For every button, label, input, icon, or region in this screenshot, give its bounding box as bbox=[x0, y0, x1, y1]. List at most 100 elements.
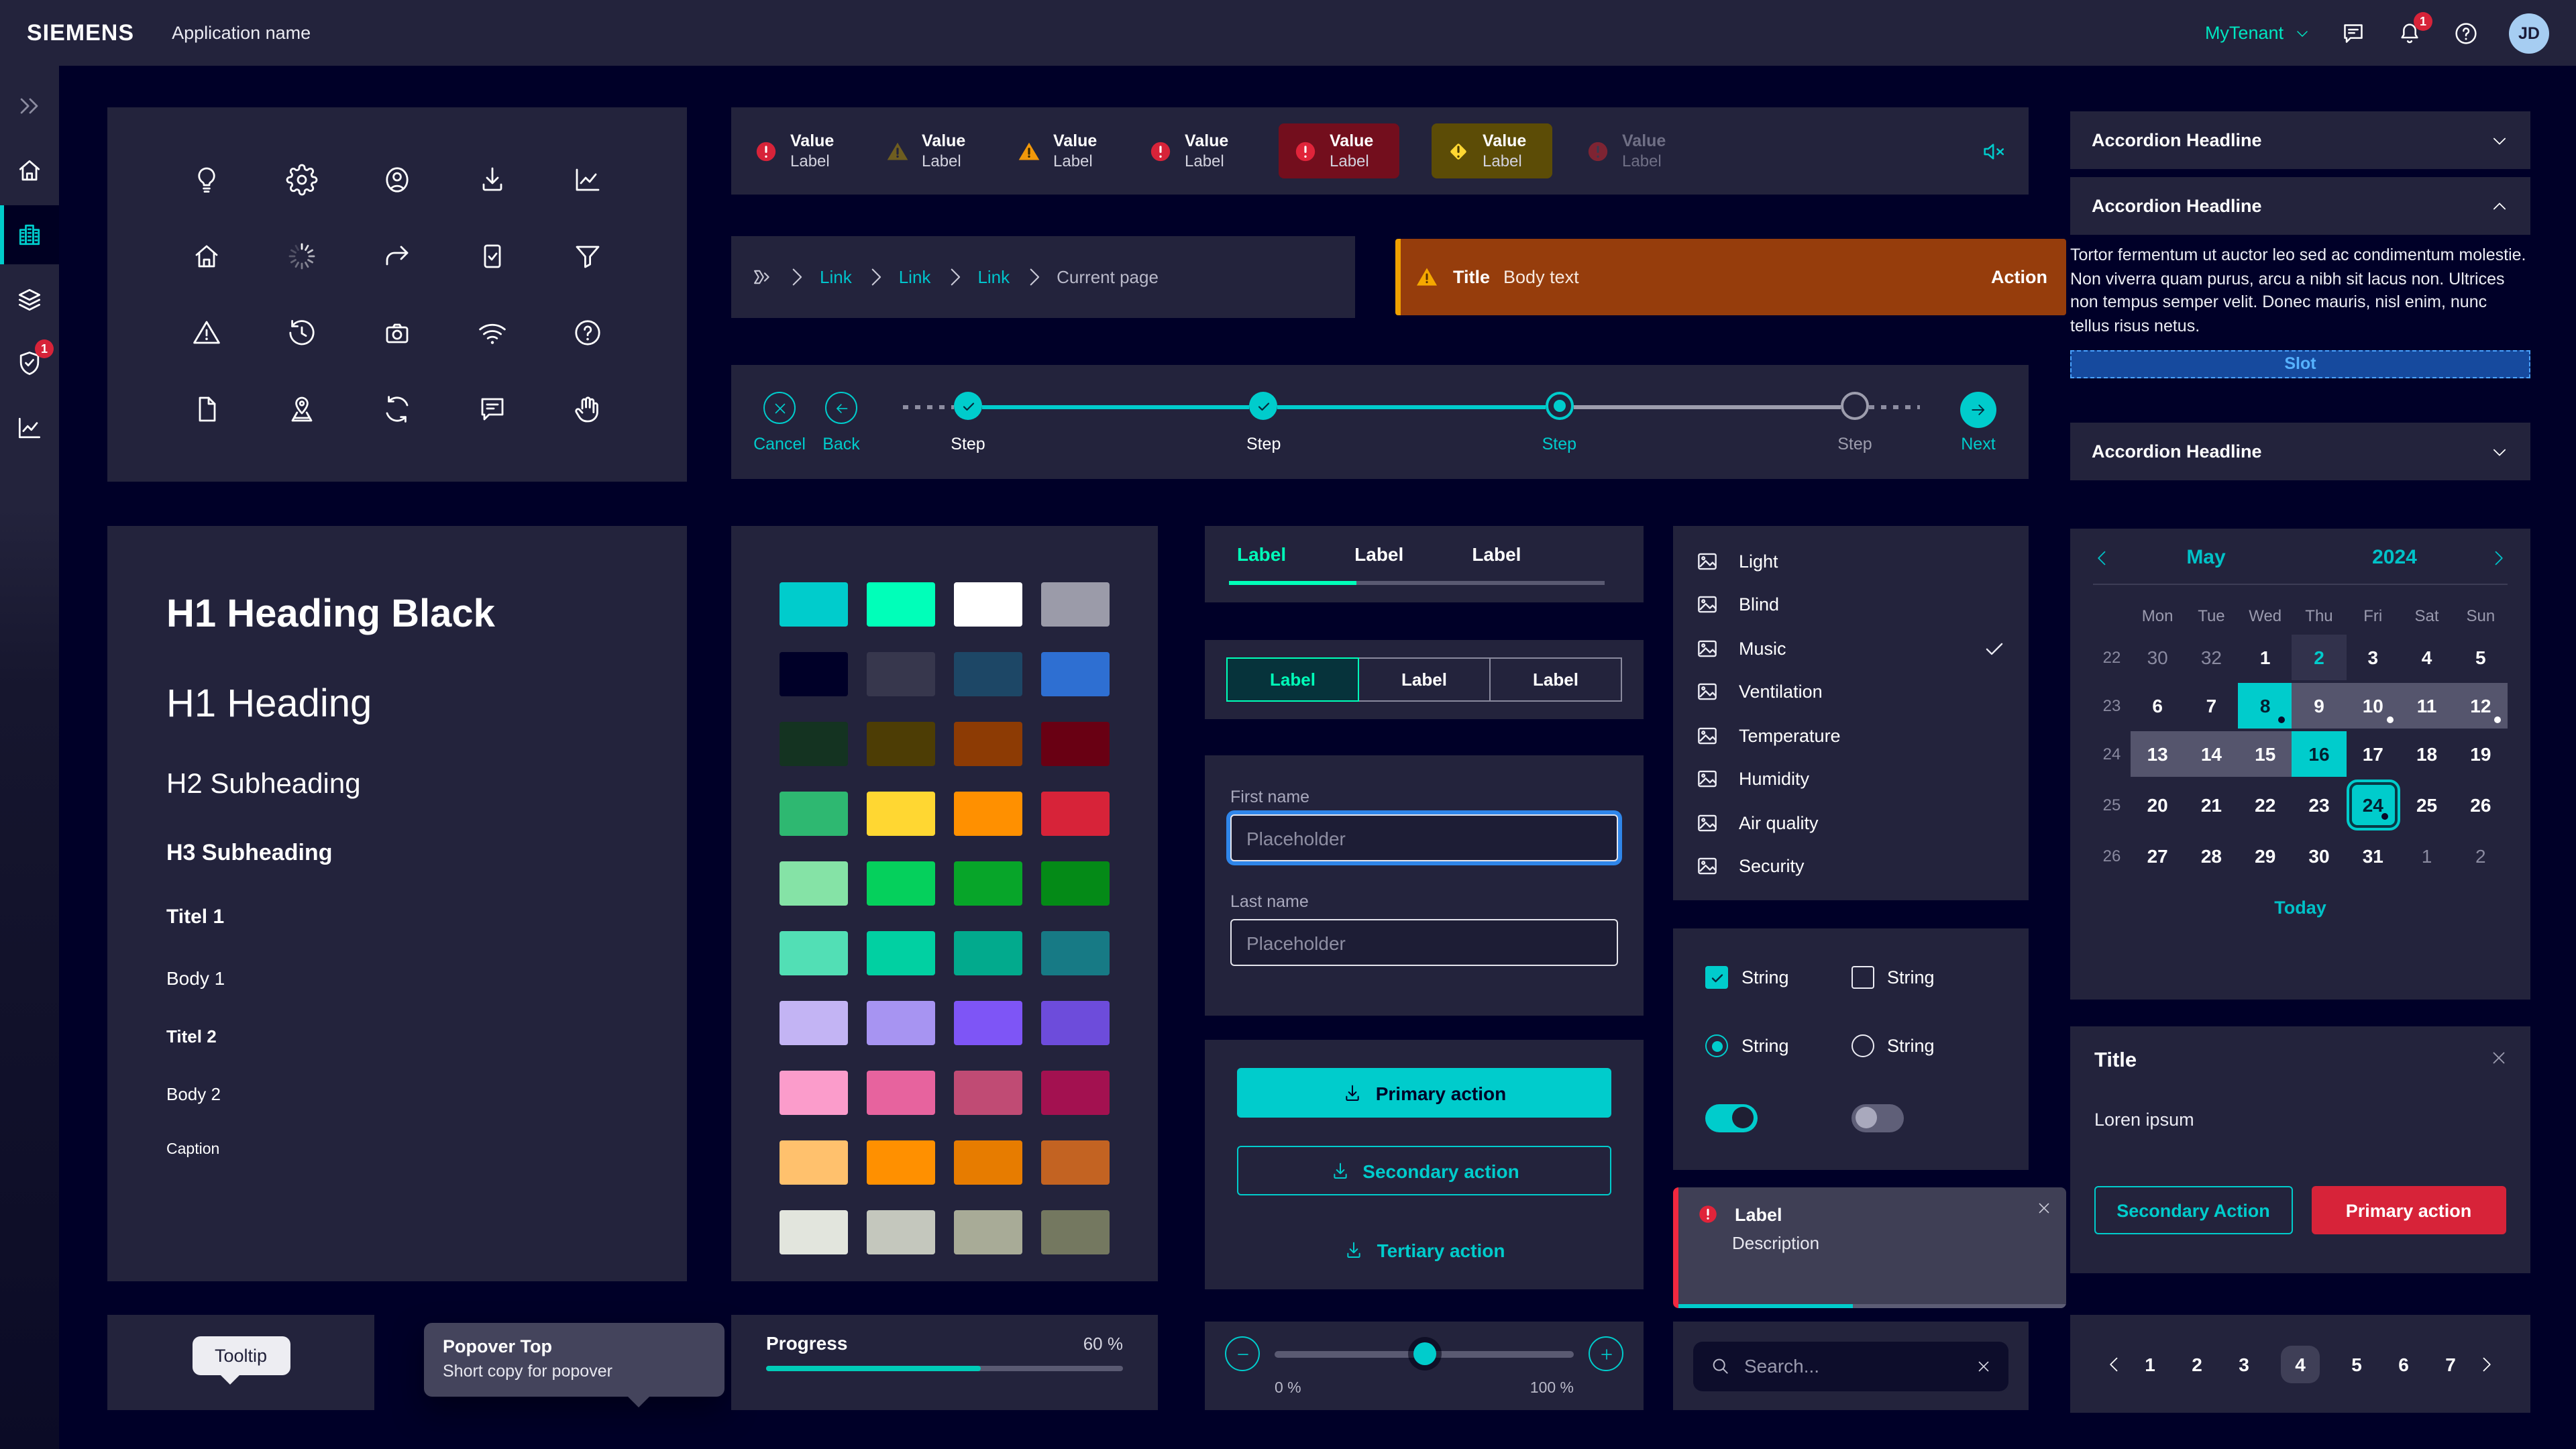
breadcrumb-link[interactable]: Link bbox=[820, 267, 852, 287]
notifications-icon[interactable]: 1 bbox=[2396, 11, 2432, 46]
calendar-day[interactable]: 26 bbox=[2454, 782, 2508, 828]
calendar-day[interactable]: 21 bbox=[2184, 782, 2238, 828]
calendar-day[interactable]: 8 bbox=[2238, 683, 2292, 729]
stepper-step[interactable]: Step bbox=[1542, 392, 1576, 453]
skip-icon[interactable] bbox=[750, 266, 773, 288]
calendar-day[interactable]: 10 bbox=[2346, 683, 2400, 729]
next-month-icon[interactable] bbox=[2489, 548, 2508, 567]
accordion-item[interactable]: Accordion Headline bbox=[2070, 423, 2530, 480]
page-button[interactable]: 6 bbox=[2398, 1353, 2409, 1375]
accordion-item[interactable]: Accordion Headline bbox=[2070, 111, 2530, 169]
stepper-step[interactable]: Step bbox=[1246, 392, 1281, 453]
avatar[interactable]: JD bbox=[2509, 13, 2549, 53]
modal-primary-button[interactable]: Primary action bbox=[2311, 1186, 2506, 1234]
calendar-day[interactable]: 30 bbox=[2131, 635, 2184, 680]
calendar-day[interactable]: 1 bbox=[2400, 833, 2453, 879]
segmented-button[interactable]: Label bbox=[1226, 657, 1359, 702]
prev-month-icon[interactable] bbox=[2093, 548, 2112, 567]
slider-track[interactable] bbox=[1275, 1342, 1574, 1365]
page-button[interactable]: 3 bbox=[2239, 1353, 2249, 1375]
sidebar-item-security[interactable]: 1 bbox=[0, 334, 59, 393]
sidebar-item-building[interactable] bbox=[0, 205, 59, 264]
sidebar-item-analytics[interactable] bbox=[0, 398, 59, 458]
calendar-day[interactable]: 24 bbox=[2346, 780, 2400, 830]
stepper-step[interactable]: Step bbox=[1837, 392, 1872, 453]
calendar-day[interactable]: 12 bbox=[2453, 683, 2508, 729]
breadcrumb-link[interactable]: Link bbox=[977, 267, 1010, 287]
next-page-icon[interactable] bbox=[2477, 1354, 2496, 1373]
page-button[interactable]: 7 bbox=[2445, 1353, 2456, 1375]
calendar-day[interactable]: 3 bbox=[2346, 635, 2400, 680]
page-button[interactable]: 2 bbox=[2192, 1353, 2202, 1375]
primary-action-button[interactable]: Primary action bbox=[1237, 1068, 1611, 1118]
calendar-day[interactable]: 15 bbox=[2238, 731, 2292, 777]
toggle-off[interactable] bbox=[1851, 1104, 1996, 1132]
tab[interactable]: Label bbox=[1472, 543, 1521, 565]
calendar-day[interactable]: 17 bbox=[2346, 731, 2400, 777]
list-item-light[interactable]: Light bbox=[1695, 539, 2007, 583]
radio-unselected[interactable]: String bbox=[1851, 1034, 1996, 1058]
search-input[interactable]: Search... bbox=[1693, 1341, 2008, 1391]
first-name-input[interactable]: Placeholder bbox=[1230, 814, 1618, 861]
banner-action-button[interactable]: Action bbox=[1991, 267, 2047, 287]
calendar-day[interactable]: 22 bbox=[2239, 782, 2292, 828]
list-item-blind[interactable]: Blind bbox=[1695, 583, 2007, 627]
calendar-day[interactable]: 9 bbox=[2292, 683, 2347, 729]
calendar-day[interactable]: 27 bbox=[2131, 833, 2184, 879]
checkbox-unchecked[interactable]: String bbox=[1851, 966, 1996, 989]
help-icon[interactable] bbox=[2453, 19, 2479, 46]
page-button[interactable]: 4 bbox=[2281, 1345, 2320, 1383]
calendar-day[interactable]: 30 bbox=[2292, 833, 2346, 879]
page-button[interactable]: 1 bbox=[2145, 1353, 2155, 1375]
calendar-day[interactable]: 19 bbox=[2454, 731, 2508, 777]
last-name-input[interactable]: Placeholder bbox=[1230, 919, 1618, 966]
modal-secondary-button[interactable]: Secondary Action bbox=[2094, 1186, 2292, 1234]
calendar-day[interactable]: 32 bbox=[2184, 635, 2238, 680]
accordion-item-expanded[interactable]: Accordion Headline bbox=[2070, 177, 2530, 235]
calendar-day[interactable]: 5 bbox=[2454, 635, 2508, 680]
calendar-day[interactable]: 14 bbox=[2184, 731, 2239, 777]
secondary-action-button[interactable]: Secondary action bbox=[1237, 1146, 1611, 1195]
calendar-day[interactable]: 23 bbox=[2292, 782, 2346, 828]
sidebar-item-home[interactable] bbox=[0, 141, 59, 200]
calendar-day[interactable]: 2 bbox=[2454, 833, 2508, 879]
calendar-day[interactable]: 18 bbox=[2400, 731, 2453, 777]
list-item-ventilation[interactable]: Ventilation bbox=[1695, 670, 2007, 714]
calendar-day[interactable]: 11 bbox=[2400, 683, 2454, 729]
prev-page-icon[interactable] bbox=[2105, 1354, 2124, 1373]
calendar-day[interactable]: 6 bbox=[2131, 683, 2184, 729]
list-item-air-quality[interactable]: Air quality bbox=[1695, 801, 2007, 845]
today-button[interactable]: Today bbox=[2274, 898, 2326, 918]
slider-decrease-button[interactable] bbox=[1225, 1336, 1260, 1371]
calendar-day[interactable]: 1 bbox=[2239, 635, 2292, 680]
tenant-menu[interactable]: MyTenant bbox=[2205, 23, 2310, 43]
slider-knob[interactable] bbox=[1413, 1342, 1436, 1365]
sidebar-expand-button[interactable] bbox=[0, 76, 59, 136]
calendar-day[interactable]: 13 bbox=[2131, 731, 2185, 777]
list-item-music[interactable]: Music bbox=[1695, 627, 2007, 670]
calendar-day[interactable]: 7 bbox=[2184, 683, 2238, 729]
clear-search-icon[interactable] bbox=[1975, 1357, 1992, 1375]
calendar-month[interactable]: May bbox=[2186, 546, 2226, 569]
calendar-day[interactable]: 16 bbox=[2292, 731, 2347, 777]
calendar-day[interactable]: 4 bbox=[2400, 635, 2453, 680]
sidebar-item-layers[interactable] bbox=[0, 270, 59, 329]
calendar-day[interactable]: 25 bbox=[2400, 782, 2453, 828]
calendar-year[interactable]: 2024 bbox=[2372, 546, 2417, 569]
calendar-day[interactable]: 20 bbox=[2131, 782, 2184, 828]
list-item-humidity[interactable]: Humidity bbox=[1695, 757, 2007, 801]
calendar-day[interactable]: 29 bbox=[2239, 833, 2292, 879]
close-icon[interactable] bbox=[2035, 1199, 2053, 1217]
breadcrumb-link[interactable]: Link bbox=[898, 267, 931, 287]
segmented-button[interactable]: Label bbox=[1359, 657, 1491, 702]
calendar-day[interactable]: 28 bbox=[2184, 833, 2238, 879]
list-item-security[interactable]: Security bbox=[1695, 845, 2007, 888]
tab[interactable]: Label bbox=[1237, 543, 1287, 565]
radio-selected[interactable]: String bbox=[1705, 1034, 1851, 1058]
stepper-back-button[interactable]: Back bbox=[822, 392, 860, 453]
list-item-temperature[interactable]: Temperature bbox=[1695, 714, 2007, 757]
calendar-day[interactable]: 2 bbox=[2292, 635, 2347, 680]
calendar-day[interactable]: 31 bbox=[2346, 833, 2400, 879]
toggle-on[interactable] bbox=[1705, 1104, 1851, 1132]
page-button[interactable]: 5 bbox=[2351, 1353, 2362, 1375]
